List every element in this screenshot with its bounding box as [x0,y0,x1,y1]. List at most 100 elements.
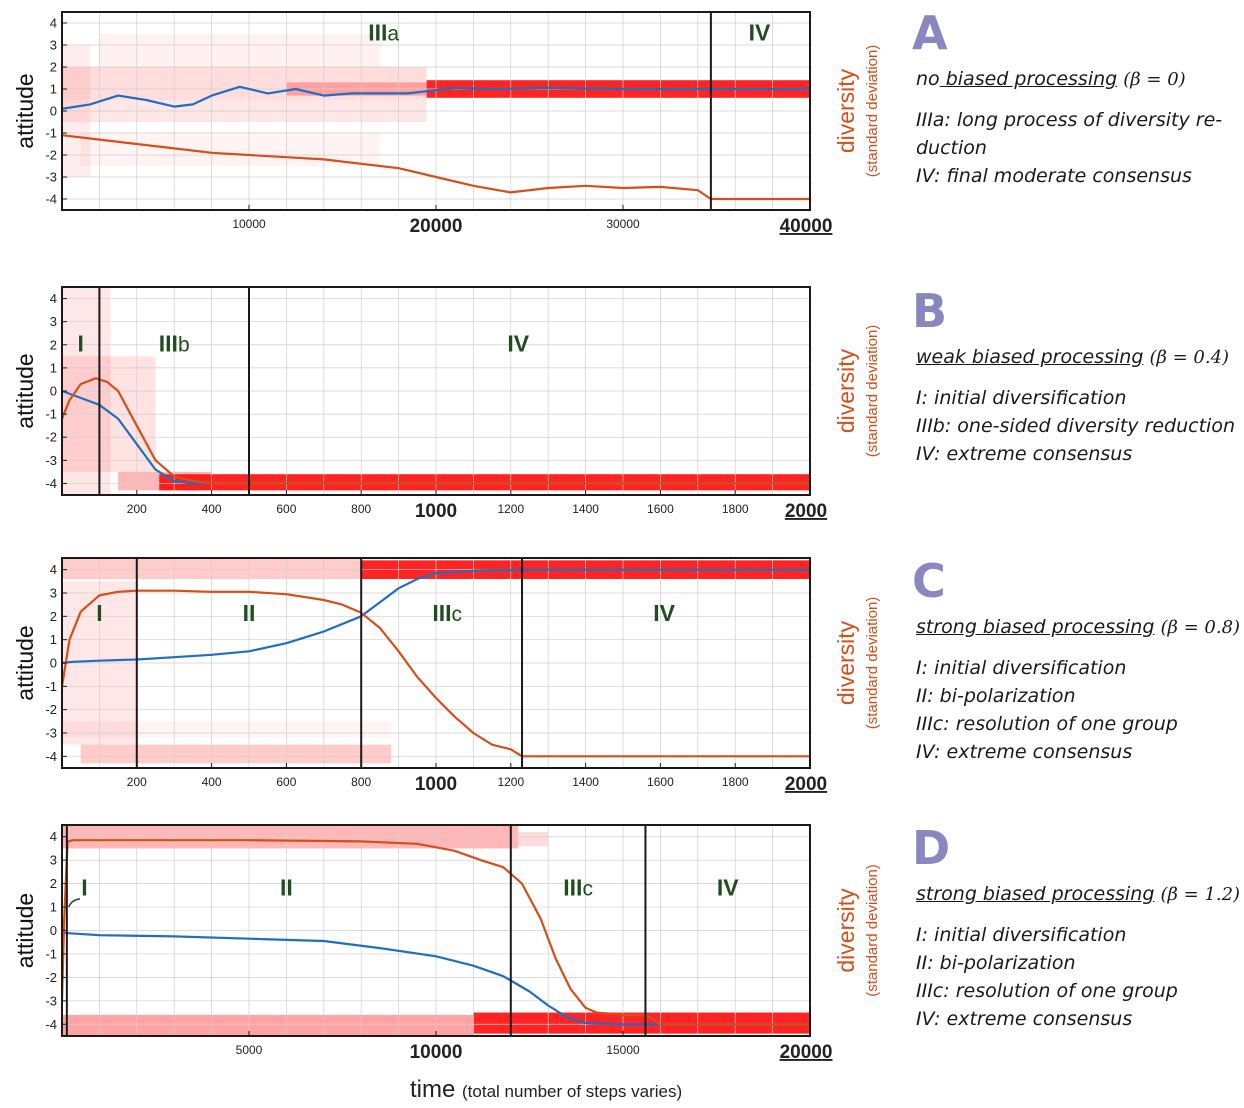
y-tick-label: 4 [50,829,57,844]
phase-label: IIIc [432,600,462,626]
x-tick-label: 2000 [785,501,827,522]
series-line-diversity [62,377,810,485]
phase-label: IV [717,874,739,900]
y-tick-label: -1 [45,946,57,961]
x-tick-label: 800 [351,775,371,789]
heatmap-band [99,34,380,67]
plot-area [62,12,810,210]
panel-title-main: strong biased processing [916,616,1155,638]
y-tick-label: -2 [45,970,57,985]
x-tick-label: 1200 [497,775,524,789]
phase-description: duction [916,137,987,159]
panel-phase-list: I: initial diversification II: bi-polariz… [916,921,1178,1033]
y-axis-label-attitude: attitude [12,73,38,148]
phase-description: IV: extreme consensus [916,741,1133,763]
phase-description: IIIc: resolution of one group [916,980,1178,1002]
panel-title: weak biased processing (β = 0.4) [916,346,1229,368]
y-tick-label: 4 [50,291,57,306]
series-line-attitude [62,85,810,110]
x-axis-title: time (total number of steps varies) [410,1076,682,1104]
x-tick-label: 800 [351,502,371,516]
y-axis-label-attitude: attitude [12,353,38,428]
phase-description: I: initial diversification [916,387,1127,409]
y-tick-label: 0 [50,923,57,938]
y-axis-label-diversity: diversity [833,68,859,153]
y-axis-label-attitude: attitude [12,893,38,968]
y-tick-label: -2 [45,148,57,163]
y-tick-label: -1 [45,679,57,694]
y-tick-label: -3 [45,993,57,1008]
y-tick-label: -1 [45,126,57,141]
x-tick-label: 20000 [410,216,463,237]
x-tick-label: 15000 [606,1043,640,1057]
panel-phase-list: IIIa: long process of diversity re-ducti… [916,106,1222,190]
x-tick-label: 5000 [236,1043,263,1057]
y-tick-label: 4 [50,16,57,31]
chart-panel-b: I IIIb IV 4 3 2 1 0 -1 -2 -3 -4 200 400 600 800 1000 1200… [12,286,881,522]
x-tick-label: 40000 [780,216,833,237]
phase-label: IIIb [159,331,190,357]
x-tick-label: 2000 [785,774,827,795]
y-axis-label-attitude: attitude [12,625,38,700]
phase-label: IV [507,331,529,357]
y-tick-label: 4 [50,562,57,577]
y-tick-label: 3 [50,853,57,868]
x-tick-label: 200 [127,502,147,516]
heatmap-band [159,474,810,491]
y-tick-label: 1 [50,900,57,915]
phase-i-pointer [68,898,81,908]
series-line-attitude [62,931,810,1026]
panel-title: no biased processing (β = 0) [916,68,1186,90]
phase-label: I [78,331,84,357]
y-tick-label: -2 [45,430,57,445]
y-tick-label: 2 [50,60,57,75]
series-line-diversity [62,589,810,758]
phase-label: IV [749,20,771,46]
phase-label: IIIa [368,20,399,46]
y-tick-label: -3 [45,453,57,468]
heatmap-band [518,832,549,847]
y-tick-label: -4 [45,1017,57,1032]
phase-label: II [243,600,256,626]
y-tick-label: -2 [45,702,57,717]
phase-description: IV: extreme consensus [916,443,1133,465]
phase-description: IV: final moderate consensus [916,165,1192,187]
y-tick-label: -4 [45,749,57,764]
x-tick-label: 20000 [780,1042,833,1063]
panel-beta: (β = 0.4) [1149,347,1230,368]
y-tick-label: 3 [50,38,57,53]
phase-description: IV: extreme consensus [916,1008,1133,1030]
phase-label: IIIc [563,874,593,900]
y-tick-label: -4 [45,192,57,207]
x-tick-label: 1600 [647,775,674,789]
x-tick-label: 1200 [497,502,524,516]
plot-area [62,287,810,495]
panel-beta: (β = 1.2) [1160,884,1241,905]
heatmap-band [62,1014,474,1036]
y-tick-label: -4 [45,476,57,491]
y-axis-sublabel: (standard deviation) [864,864,881,997]
panel-title-main: weak biased processing [916,346,1144,368]
panel-phase-list: I: initial diversification IIIb: one-side… [916,384,1235,468]
y-tick-label: -1 [45,407,57,422]
y-axis-label-diversity: diversity [833,348,859,433]
x-tick-label: 30000 [606,217,640,231]
x-tick-label: 400 [202,775,222,789]
series-line-diversity [62,839,810,1026]
panel-beta: (β = 0) [1123,69,1186,90]
x-tick-label: 600 [276,502,296,516]
x-tick-label: 400 [202,502,222,516]
y-tick-label: 2 [50,876,57,891]
x-tick-label: 200 [127,775,147,789]
panel-title-main: biased processing [939,68,1118,90]
x-tick-label: 1400 [572,502,599,516]
y-axis-label-diversity: diversity [833,888,859,973]
x-tick-label: 10000 [232,217,266,231]
heatmap-band [62,721,392,738]
y-tick-label: 2 [50,337,57,352]
plot-area [62,825,810,1036]
y-tick-label: 2 [50,609,57,624]
x-tick-label: 10000 [410,1042,463,1063]
